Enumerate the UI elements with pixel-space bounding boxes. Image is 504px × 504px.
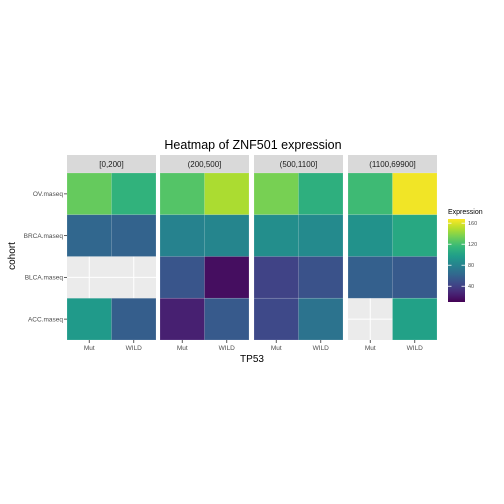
y-tick-label: BLCA.maseq bbox=[25, 275, 64, 282]
heatmap-cell bbox=[347, 256, 393, 299]
heatmap-cell bbox=[298, 172, 344, 216]
heatmap-cell bbox=[347, 214, 393, 257]
x-axis-title: TP53 bbox=[240, 354, 264, 365]
facet-strip-label: [0,200] bbox=[99, 160, 123, 169]
legend-tick-label: 80 bbox=[468, 263, 474, 269]
x-tick-label: WILD bbox=[407, 345, 424, 352]
heatmap-cell bbox=[159, 297, 205, 341]
facet-strip-label: (500,1100] bbox=[280, 160, 318, 169]
facet-strip bbox=[67, 155, 156, 173]
y-axis: OV.maseq BRCA.maseq BLCA.maseq ACC.maseq bbox=[24, 191, 67, 323]
heatmap-cell bbox=[111, 172, 157, 216]
heatmap-cell bbox=[111, 214, 157, 257]
facet-strip bbox=[254, 155, 343, 173]
heatmap-cell bbox=[204, 172, 250, 216]
heatmap-cell bbox=[253, 256, 299, 299]
heatmap-cell bbox=[392, 172, 438, 216]
facet-strip bbox=[160, 155, 249, 173]
x-tick-label: Mut bbox=[365, 345, 376, 352]
heatmap-cell bbox=[204, 214, 250, 257]
facet-panel: (200,500] Mut WILD bbox=[159, 155, 250, 352]
legend-tick-label: 160 bbox=[468, 221, 477, 227]
heatmap-cell bbox=[204, 297, 250, 341]
legend-colorbar bbox=[448, 219, 465, 302]
heatmap-cell bbox=[392, 214, 438, 257]
x-tick-label: WILD bbox=[313, 345, 330, 352]
x-tick-label: WILD bbox=[126, 345, 143, 352]
y-axis-title: cohort bbox=[7, 242, 18, 270]
legend: 40 80 120 160 bbox=[448, 219, 477, 302]
heatmap-cell bbox=[253, 214, 299, 257]
x-tick-label: Mut bbox=[177, 345, 188, 352]
heatmap-cell bbox=[159, 256, 205, 299]
heatmap-cell bbox=[66, 297, 112, 341]
chart-title: Heatmap of ZNF501 expression bbox=[164, 138, 341, 152]
facet-panel: (500,1100] Mut WILD bbox=[253, 155, 344, 352]
heatmap-cell bbox=[298, 256, 344, 299]
facet-strip-label: (1100,69900] bbox=[369, 160, 416, 169]
facet-panel: [0,200] Mut WILD bbox=[66, 155, 157, 352]
facet-strip bbox=[348, 155, 437, 173]
heatmap-cell bbox=[392, 256, 438, 299]
y-tick-label: OV.maseq bbox=[33, 191, 63, 198]
heatmap-cell bbox=[347, 172, 393, 216]
facet-panels: [0,200]Mut WILD(200,500]Mut WILD(500,1100]… bbox=[66, 155, 438, 352]
x-tick-label: Mut bbox=[84, 345, 95, 352]
heatmap-cell bbox=[253, 172, 299, 216]
y-tick-label: ACC.maseq bbox=[28, 316, 63, 323]
heatmap-cell bbox=[298, 214, 344, 257]
legend-title: Expression bbox=[448, 209, 483, 216]
facet-strip-label: (200,500] bbox=[188, 160, 222, 169]
heatmap-cell bbox=[66, 172, 112, 216]
legend-tick-label: 120 bbox=[468, 242, 477, 248]
heatmap-cell bbox=[66, 214, 112, 257]
y-tick-label: BRCA.maseq bbox=[24, 233, 64, 240]
heatmap-cell bbox=[392, 297, 438, 341]
heatmap-cell bbox=[298, 297, 344, 341]
facet-panel: (1100,69900] Mut WILD bbox=[347, 155, 438, 352]
heatmap-cell bbox=[111, 297, 157, 341]
legend-tick-label: 40 bbox=[468, 284, 474, 290]
x-tick-label: WILD bbox=[219, 345, 236, 352]
heatmap-cell bbox=[204, 256, 250, 299]
heatmap-cell bbox=[253, 297, 299, 341]
heatmap-cell bbox=[159, 172, 205, 216]
heatmap-cell bbox=[159, 214, 205, 257]
x-tick-label: Mut bbox=[271, 345, 282, 352]
